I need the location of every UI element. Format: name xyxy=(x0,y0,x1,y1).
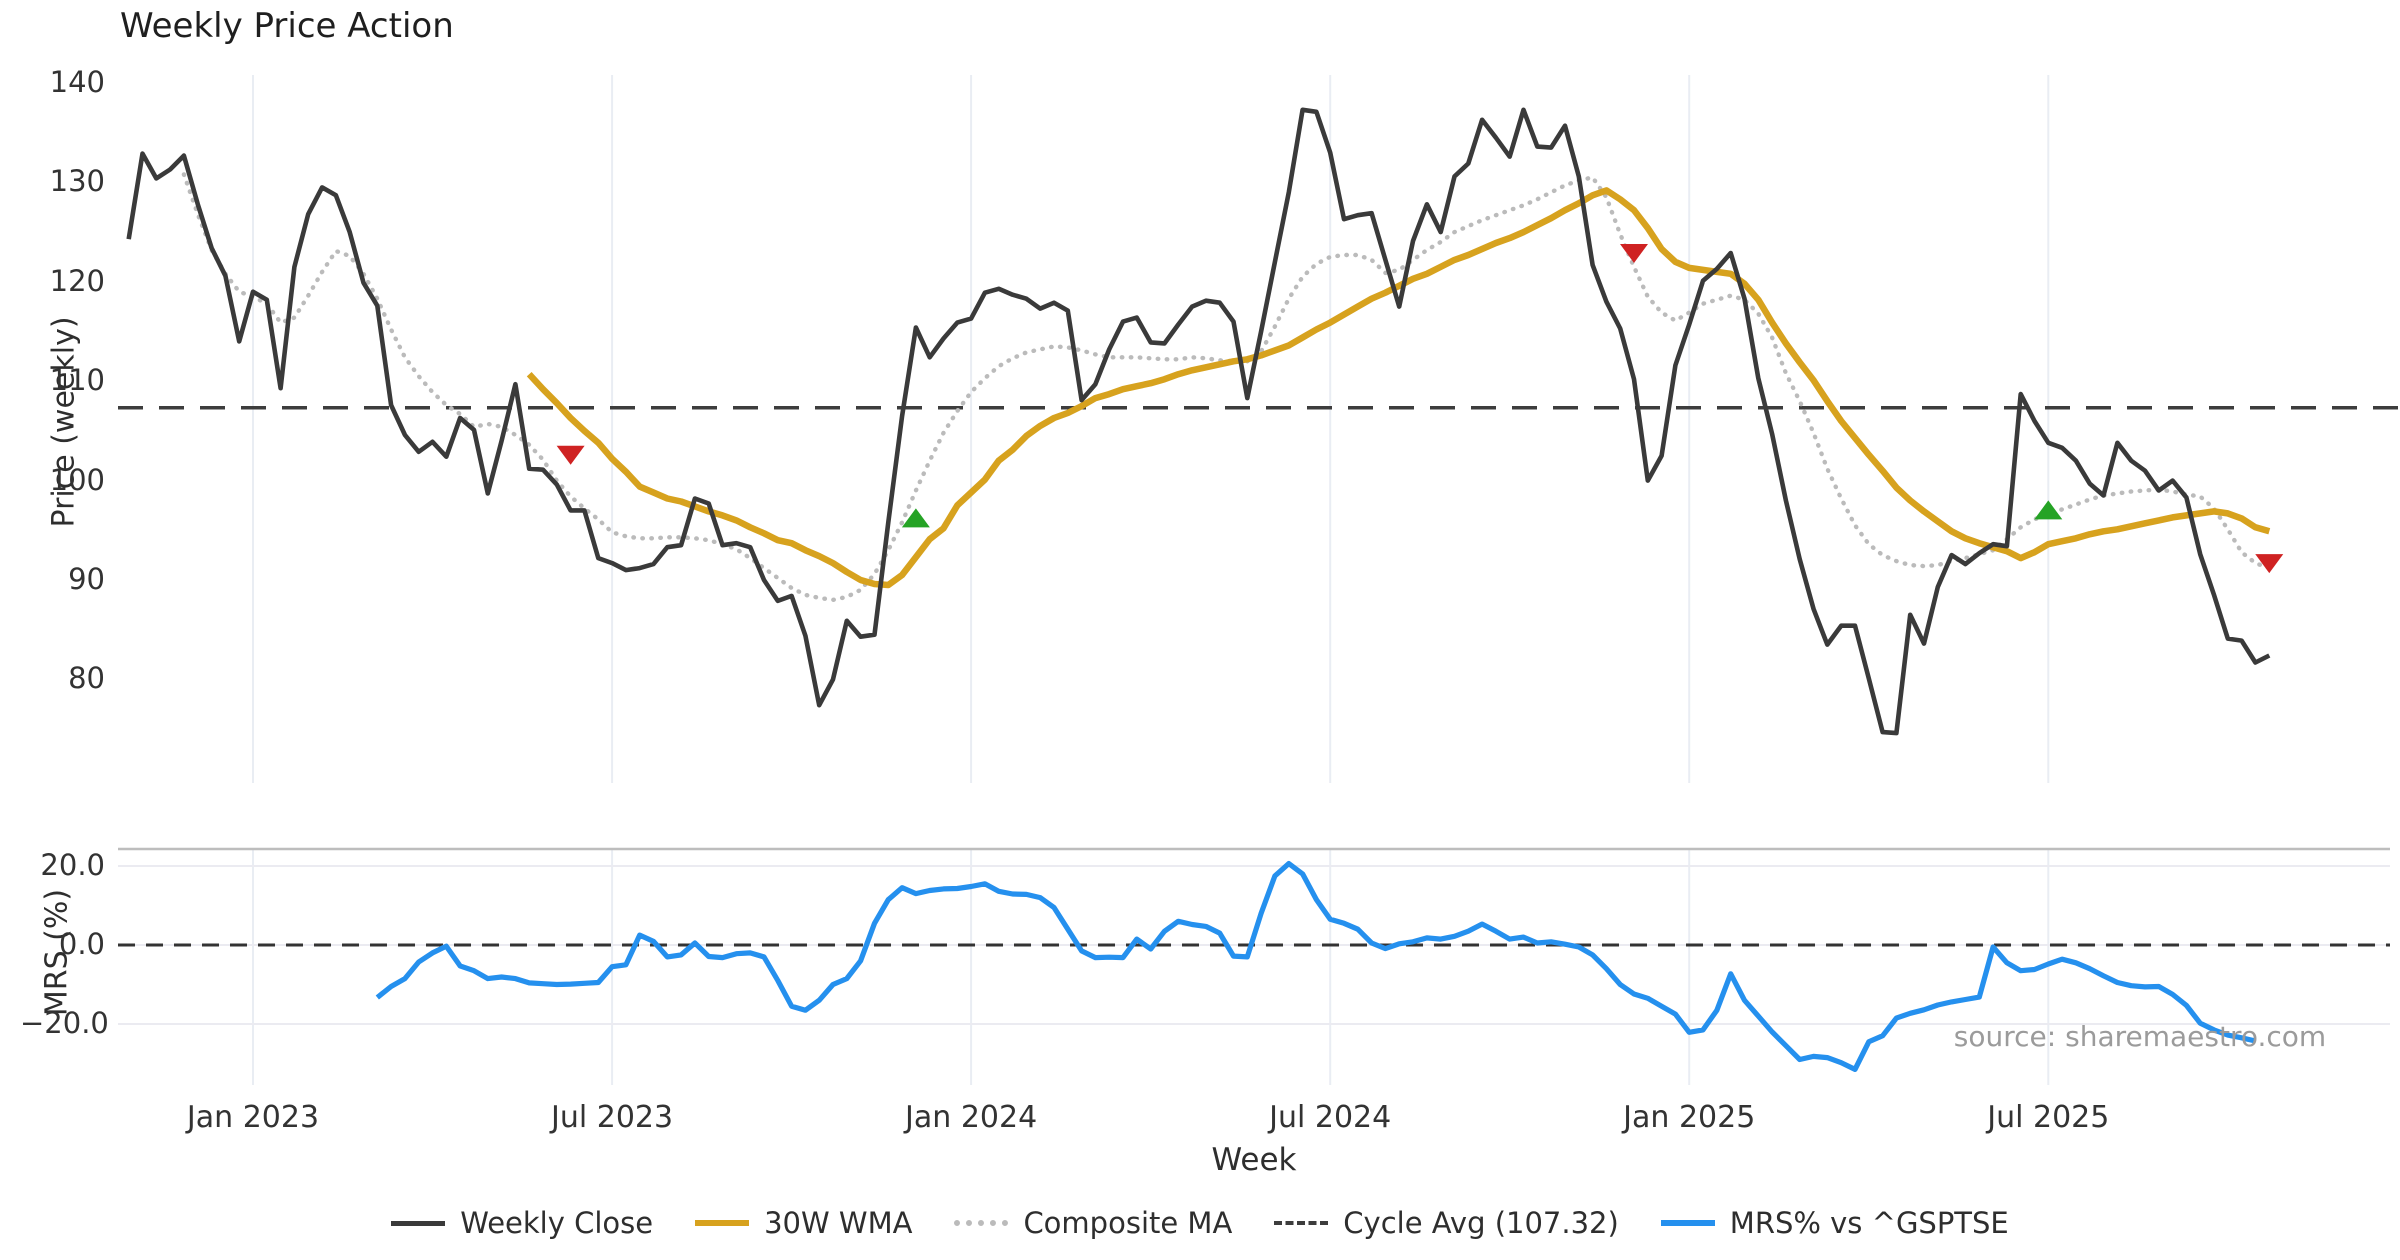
wma-line xyxy=(526,187,2271,589)
composite-line-swatch xyxy=(954,1220,1009,1226)
cycle-avg-line-swatch xyxy=(1274,1221,1329,1225)
x-tick-label: Jan 2024 xyxy=(905,1100,1038,1135)
legend-item-mrs: MRS% vs ^GSPTSE xyxy=(1660,1206,2009,1240)
legend-item-composite: Composite MA xyxy=(954,1206,1232,1240)
price-y-tick-label: 130 xyxy=(49,164,105,199)
x-tick-label: Jul 2024 xyxy=(1269,1100,1392,1135)
week-axis-label: Week xyxy=(1211,1142,1297,1178)
legend-label: Composite MA xyxy=(1023,1206,1233,1240)
buy-signal-icon xyxy=(2034,500,2063,520)
sell-signal-icon xyxy=(1620,243,1648,263)
mrs-y-tick-label: 20.0 xyxy=(40,848,105,882)
mrs-line-swatch xyxy=(1660,1220,1715,1226)
sell-signal-icon xyxy=(556,445,585,465)
legend-item-weekly-close: Weekly Close xyxy=(391,1206,653,1240)
composite-ma-line xyxy=(181,172,2272,603)
x-tick-label: Jul 2025 xyxy=(1987,1100,2110,1135)
mrs-y-tick-label: 0.0 xyxy=(58,927,105,961)
price-axis-label: Price (weekly) xyxy=(46,316,82,528)
wma-line-swatch xyxy=(695,1220,750,1226)
buy-signal-icon xyxy=(901,508,930,528)
legend-label: MRS% vs ^GSPTSE xyxy=(1729,1206,2009,1240)
x-tick-label: Jul 2023 xyxy=(551,1100,674,1135)
legend-label: Cycle Avg (107.32) xyxy=(1343,1206,1619,1240)
price-y-tick-label: 120 xyxy=(49,263,105,298)
price-y-tick-label: 100 xyxy=(49,462,105,497)
legend-label: 30W WMA xyxy=(764,1206,913,1240)
x-tick-label: Jan 2025 xyxy=(1623,1100,1756,1135)
price-y-tick-label: 80 xyxy=(68,661,105,696)
price-y-tick-label: 110 xyxy=(49,363,105,398)
legend-item-wma: 30W WMA xyxy=(695,1206,912,1240)
weekly-close-line xyxy=(126,107,2271,736)
mrs-line xyxy=(375,860,2256,1073)
price-y-tick-label: 90 xyxy=(68,562,105,596)
legend-item-cycle-avg: Cycle Avg (107.32) xyxy=(1274,1206,1619,1240)
source-watermark: source: sharemaestro.com xyxy=(1953,1020,2327,1053)
chart-title: Weekly Price Action xyxy=(120,6,454,46)
x-tick-label: Jan 2023 xyxy=(186,1100,320,1135)
sell-signal-icon xyxy=(2255,554,2284,574)
chart-legend: Weekly Close 30W WMA Composite MA Cycle … xyxy=(0,1206,2400,1240)
weekly-close-line-swatch xyxy=(391,1220,446,1226)
legend-label: Weekly Close xyxy=(460,1206,654,1240)
mrs-y-tick-label: −20.0 xyxy=(20,1006,109,1040)
price-y-tick-label: 140 xyxy=(49,65,105,99)
